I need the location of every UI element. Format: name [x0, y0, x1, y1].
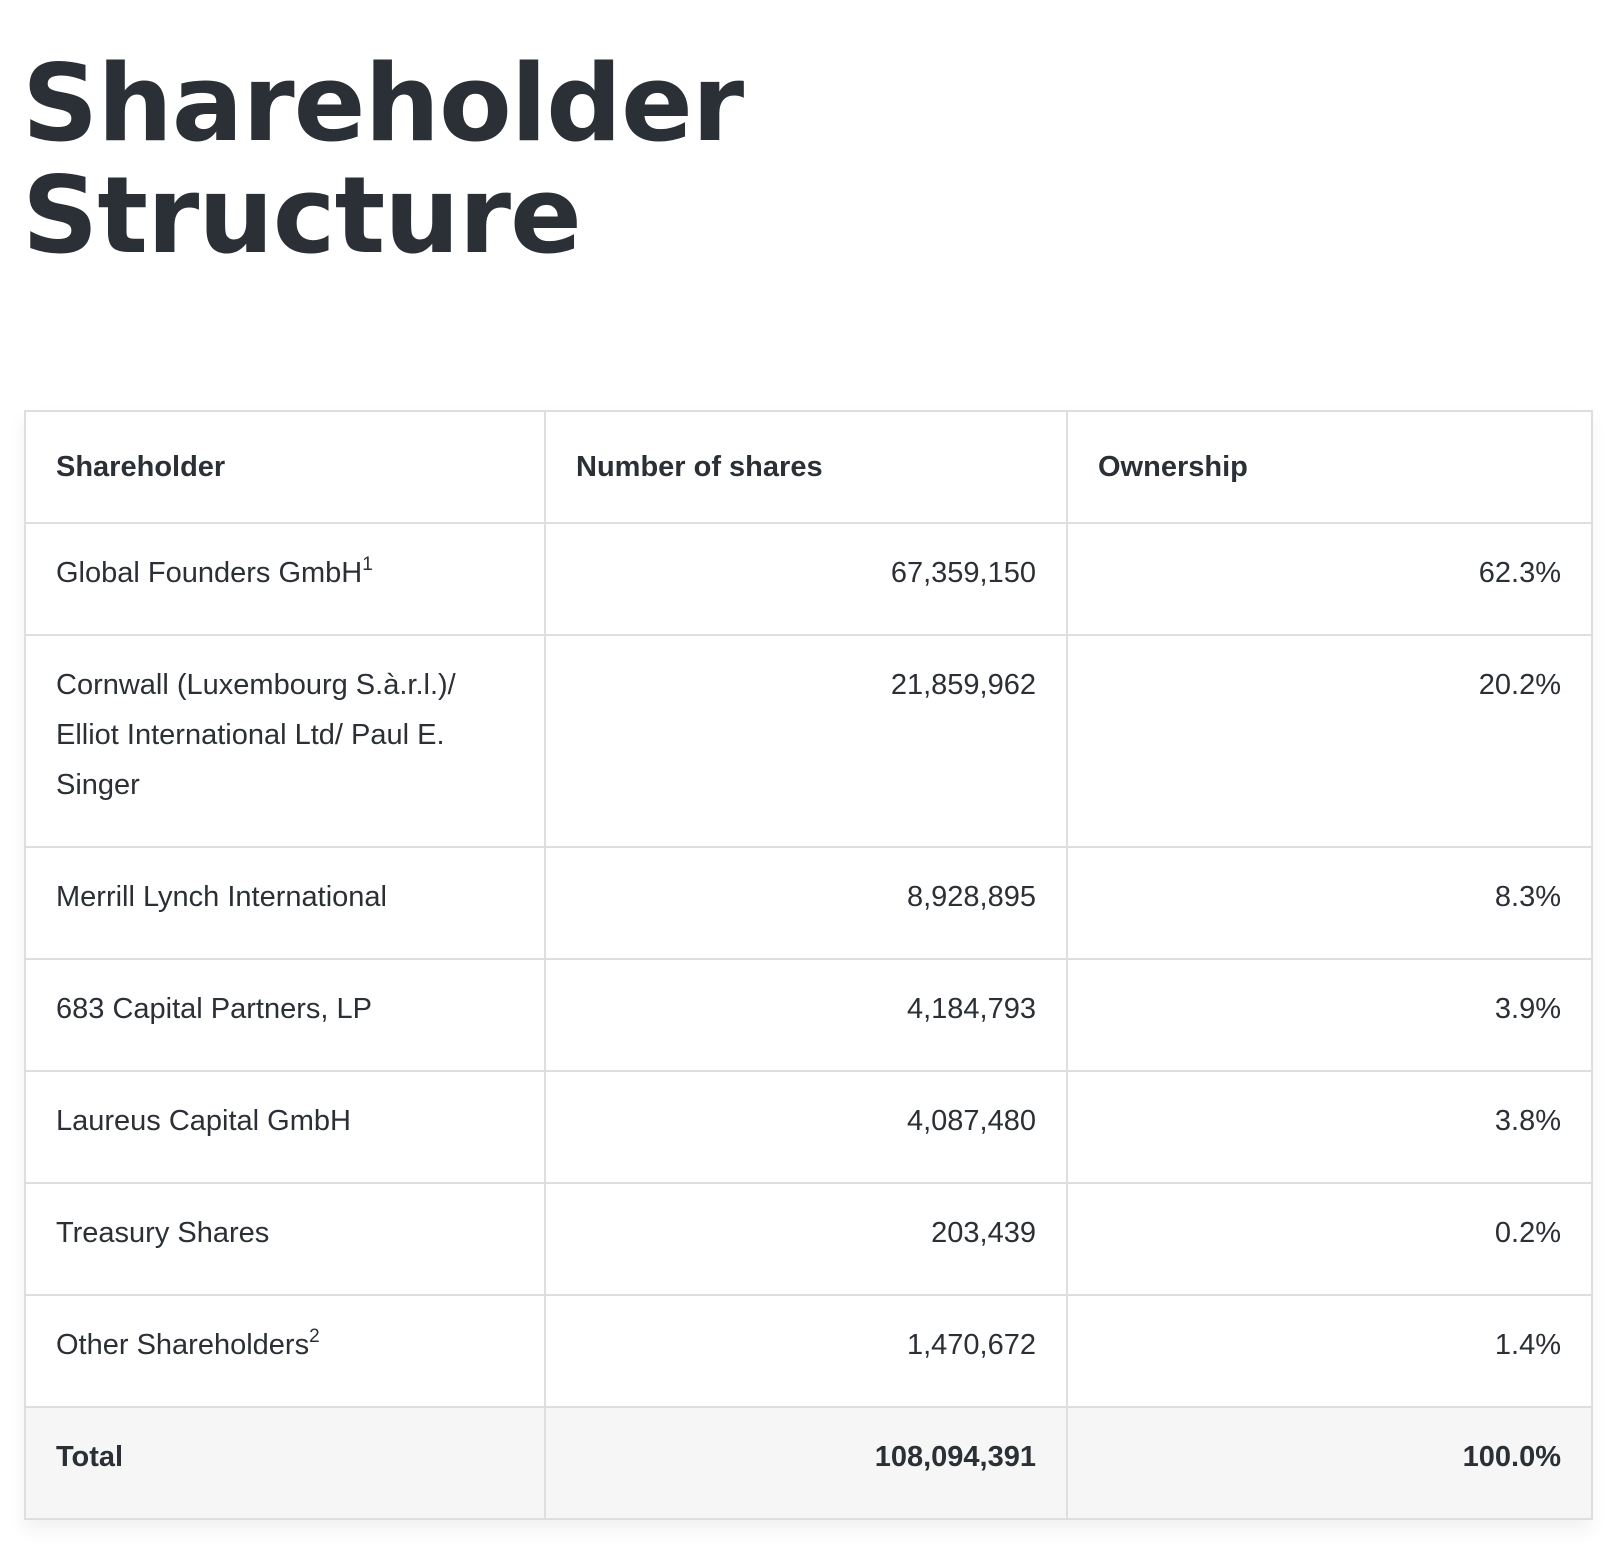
- shareholder-name-cell: Laureus Capital GmbH: [24, 1070, 546, 1184]
- shareholder-name-cell: 683 Capital Partners, LP: [24, 958, 546, 1072]
- table-row: Treasury Shares 203,439 0.2%: [24, 1182, 1593, 1296]
- shares-value: 21,859,962: [890, 669, 1036, 701]
- shares-cell: 4,087,480: [544, 1070, 1068, 1184]
- total-shares-cell: 108,094,391: [544, 1406, 1068, 1520]
- ownership-value: 8.3%: [1494, 881, 1561, 913]
- total-shares-value: 108,094,391: [874, 1441, 1036, 1473]
- table-row: Laureus Capital GmbH 4,087,480 3.8%: [24, 1070, 1593, 1184]
- shares-cell: 1,470,672: [544, 1294, 1068, 1408]
- header-shareholder: Shareholder: [24, 410, 546, 524]
- shares-value: 8,928,895: [906, 881, 1036, 913]
- table-row: Cornwall (Luxembourg S.à.r.l.)/ Elliot I…: [24, 634, 1593, 848]
- total-ownership-value: 100.0%: [1462, 1441, 1561, 1473]
- header-number-of-shares: Number of shares: [544, 410, 1068, 524]
- page-title: Shareholder Structure: [22, 42, 744, 277]
- table-row: Other Shareholders2 1,470,672 1.4%: [24, 1294, 1593, 1408]
- shareholder-name-cell: Merrill Lynch International: [24, 846, 546, 960]
- footnote-marker: 2: [309, 1326, 320, 1347]
- table-row: Global Founders GmbH1 67,359,150 62.3%: [24, 522, 1593, 636]
- shareholder-name: Merrill Lynch International: [56, 881, 387, 913]
- shares-value: 67,359,150: [890, 557, 1036, 589]
- shares-value: 4,184,793: [906, 993, 1036, 1025]
- ownership-value: 1.4%: [1494, 1329, 1561, 1361]
- shares-cell: 4,184,793: [544, 958, 1068, 1072]
- ownership-cell: 3.8%: [1066, 1070, 1593, 1184]
- total-ownership-cell: 100.0%: [1066, 1406, 1593, 1520]
- shares-cell: 67,359,150: [544, 522, 1068, 636]
- table-row: Merrill Lynch International 8,928,895 8.…: [24, 846, 1593, 960]
- page-title-line-1: Shareholder: [22, 42, 744, 165]
- ownership-value: 3.9%: [1494, 993, 1561, 1025]
- footnote-marker: 1: [362, 554, 373, 575]
- ownership-cell: 0.2%: [1066, 1182, 1593, 1296]
- ownership-value: 62.3%: [1478, 557, 1561, 589]
- shareholder-name: Laureus Capital GmbH: [56, 1105, 351, 1137]
- shareholder-name: Global Founders GmbH: [56, 557, 363, 589]
- shareholder-name: Cornwall (Luxembourg S.à.r.l.)/ Elliot I…: [56, 669, 456, 801]
- shareholder-table-container: Shareholder Number of shares Ownership G…: [24, 410, 1593, 1520]
- total-label: Total: [56, 1441, 124, 1473]
- ownership-cell: 62.3%: [1066, 522, 1593, 636]
- ownership-cell: 20.2%: [1066, 634, 1593, 848]
- shares-value: 1,470,672: [906, 1329, 1036, 1361]
- shareholder-name: Treasury Shares: [56, 1217, 270, 1249]
- ownership-cell: 8.3%: [1066, 846, 1593, 960]
- shares-value: 203,439: [931, 1217, 1036, 1249]
- shareholder-table: Shareholder Number of shares Ownership G…: [24, 410, 1593, 1520]
- ownership-value: 3.8%: [1494, 1105, 1561, 1137]
- shareholder-name: Other Shareholders: [56, 1329, 310, 1361]
- shares-value: 4,087,480: [906, 1105, 1036, 1137]
- shareholder-name-cell: Treasury Shares: [24, 1182, 546, 1296]
- total-label-cell: Total: [24, 1406, 546, 1520]
- ownership-cell: 1.4%: [1066, 1294, 1593, 1408]
- ownership-value: 0.2%: [1494, 1217, 1561, 1249]
- shareholder-name-cell: Cornwall (Luxembourg S.à.r.l.)/ Elliot I…: [24, 634, 546, 848]
- shares-cell: 203,439: [544, 1182, 1068, 1296]
- ownership-cell: 3.9%: [1066, 958, 1593, 1072]
- ownership-value: 20.2%: [1478, 669, 1561, 701]
- page-title-line-2: Structure: [22, 154, 582, 277]
- total-row: Total 108,094,391 100.0%: [24, 1406, 1593, 1520]
- table-header-row: Shareholder Number of shares Ownership: [24, 410, 1593, 524]
- header-ownership: Ownership: [1066, 410, 1593, 524]
- shareholder-name-cell: Other Shareholders2: [24, 1294, 546, 1408]
- shares-cell: 21,859,962: [544, 634, 1068, 848]
- table-row: 683 Capital Partners, LP 4,184,793 3.9%: [24, 958, 1593, 1072]
- shares-cell: 8,928,895: [544, 846, 1068, 960]
- shareholder-name: 683 Capital Partners, LP: [56, 993, 372, 1025]
- shareholder-name-cell: Global Founders GmbH1: [24, 522, 546, 636]
